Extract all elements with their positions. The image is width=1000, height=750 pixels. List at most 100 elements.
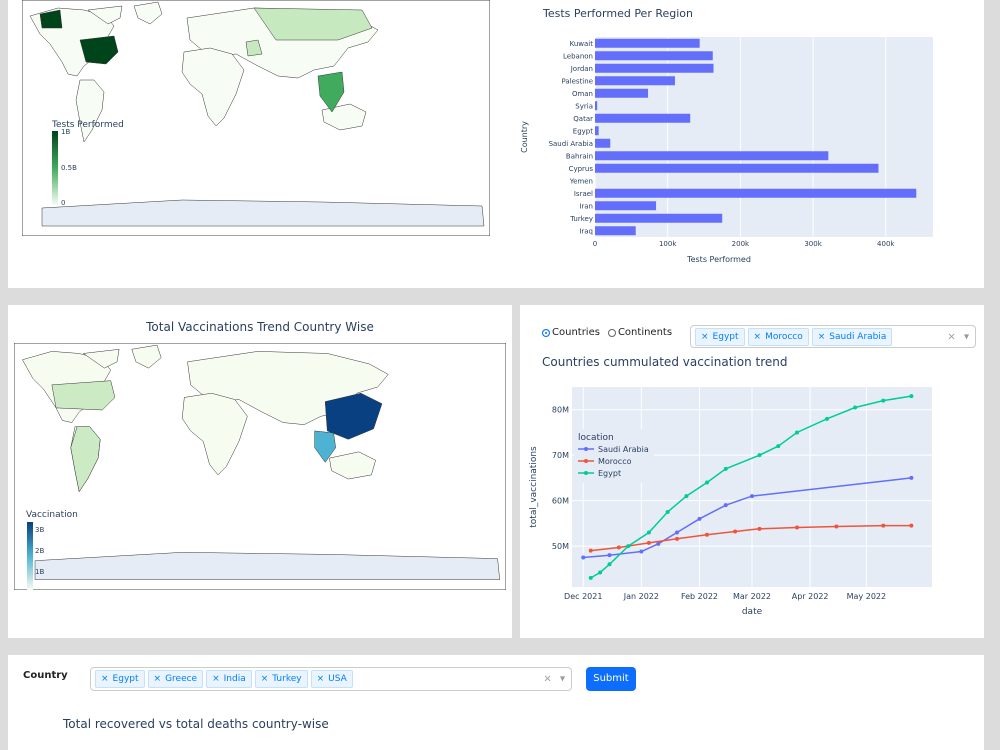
bar (595, 138, 611, 148)
x-tick-label: Feb 2022 (681, 592, 718, 601)
tests-choropleth-map[interactable]: Tests Performed 1B 0.5B 0 (21, 0, 491, 237)
data-point (909, 523, 914, 528)
legend-colorbar (52, 131, 58, 205)
remove-tag-icon[interactable]: × (701, 331, 709, 342)
data-point (705, 480, 709, 485)
y-tick-label: Turkey (569, 215, 593, 223)
selected-tag[interactable]: × Egypt (95, 670, 145, 688)
y-tick-label: Saudi Arabia (549, 140, 593, 148)
x-tick-label: Jan 2022 (623, 592, 659, 601)
data-point (825, 416, 829, 421)
selected-tag[interactable]: × Egypt (695, 327, 745, 346)
legend-marker (584, 471, 588, 475)
bar (595, 151, 829, 161)
legend-item-label: Egypt (598, 469, 621, 478)
legend-item-label: Morocco (598, 457, 632, 466)
y-tick-label: Palestine (561, 77, 593, 85)
y-tick-label: Iraq (579, 227, 593, 235)
data-point (598, 570, 603, 575)
data-point (909, 475, 914, 480)
data-point (588, 575, 593, 580)
data-point (626, 544, 631, 549)
data-point (607, 553, 612, 558)
chevron-down-icon[interactable]: ▾ (559, 673, 565, 685)
data-point (705, 532, 709, 537)
y-tick-label: Jordan (570, 65, 593, 73)
legend-colorbar (27, 522, 33, 590)
highlighted-country (51, 380, 116, 411)
selected-tag[interactable]: × Morocco (747, 327, 809, 346)
data-point (795, 430, 799, 435)
selected-tag[interactable]: × Turkey (254, 670, 308, 688)
y-tick-label: Iran (579, 202, 593, 210)
data-point (723, 503, 728, 508)
legend-tick-label: 0 (35, 589, 39, 590)
y-tick-label: Oman (572, 90, 593, 98)
x-tick-label: 400k (877, 240, 895, 248)
bar (595, 188, 917, 198)
legend-tick-label: 1B (35, 568, 44, 576)
data-point (616, 545, 621, 550)
legend-tick-label: 3B (35, 526, 44, 534)
highlighted-country (314, 430, 336, 463)
data-point (581, 555, 586, 560)
radio-countries[interactable]: Countries (542, 327, 600, 338)
data-point (757, 526, 762, 531)
legend-marker (584, 447, 588, 451)
clear-icon[interactable]: × (543, 673, 552, 685)
data-point (750, 494, 754, 499)
data-point (733, 529, 738, 534)
y-tick-label: Syria (575, 102, 593, 110)
bottom-country-multiselect[interactable]: × Egypt × Greece × India × Turkey × USA × ▾ (90, 667, 572, 691)
selected-tag[interactable]: × Saudi Arabia (811, 327, 893, 346)
tag-label: USA (328, 674, 347, 684)
submit-button[interactable]: Submit (586, 667, 636, 691)
bar (595, 126, 599, 136)
tag-label: Egypt (112, 674, 139, 684)
selected-tag[interactable]: × USA (310, 670, 353, 688)
remove-tag-icon[interactable]: × (212, 674, 220, 684)
bar (595, 38, 700, 48)
bar-chart[interactable]: Tests Performed Per Region 0 100k 200k 300k 4… (513, 0, 973, 285)
data-point (665, 510, 670, 514)
data-point (795, 525, 799, 530)
y-axis-label: total_vaccinations (529, 446, 539, 528)
remove-tag-icon[interactable]: × (153, 674, 162, 684)
highlighted-country (39, 9, 63, 29)
x-tick-label: 200k (732, 240, 750, 248)
tests-card: Tests Performed 1B 0.5B 0 Tests Performed P… (8, 0, 984, 288)
radio-continents[interactable]: Continents (607, 327, 672, 338)
tag-label: Saudi Arabia (829, 331, 887, 342)
vacc-map-card: Total Vaccinations Trend Country Wise Va… (8, 305, 512, 638)
vacc-trend-card: Countries Continents × Egypt × Morocco × Saud… (520, 305, 984, 638)
clear-icon[interactable]: × (947, 331, 956, 342)
bar (595, 76, 675, 86)
data-point (697, 516, 702, 521)
line-chart[interactable]: Countries cummulated vaccination trend De… (520, 350, 984, 630)
country-multiselect[interactable]: × Egypt × Morocco × Saudi Arabia × ▾ (690, 325, 976, 348)
remove-tag-icon[interactable]: × (101, 674, 109, 684)
remove-tag-icon[interactable]: × (316, 674, 325, 684)
map-legend-title: Vaccination (26, 510, 78, 520)
data-point (834, 524, 839, 529)
bar (595, 63, 714, 73)
selected-tags: × Egypt × Greece × India × Turkey × USA (95, 670, 356, 688)
selected-tag[interactable]: × Greece (147, 670, 204, 688)
legend-tick-label: 0.5B (61, 164, 77, 172)
selected-tag[interactable]: × India (206, 670, 252, 688)
antarctica-shape (34, 552, 500, 580)
data-point (909, 394, 914, 399)
remove-tag-icon[interactable]: × (260, 674, 269, 684)
y-tick-label: 60M (552, 497, 569, 506)
remove-tag-icon[interactable]: × (753, 331, 762, 342)
continent-shape (75, 79, 105, 143)
vacc-choropleth-map[interactable]: Vaccination 3B 2B 1B 0 (13, 342, 507, 597)
chevron-down-icon[interactable]: ▾ (963, 331, 969, 342)
y-tick-label: Bahrain (566, 152, 593, 160)
continent-shape (329, 451, 376, 480)
y-tick-label: 80M (552, 406, 569, 415)
bar (595, 201, 657, 211)
legend-tick-label: 0 (61, 199, 65, 207)
chart-title: Tests Performed Per Region (542, 7, 693, 20)
remove-tag-icon[interactable]: × (817, 331, 826, 342)
